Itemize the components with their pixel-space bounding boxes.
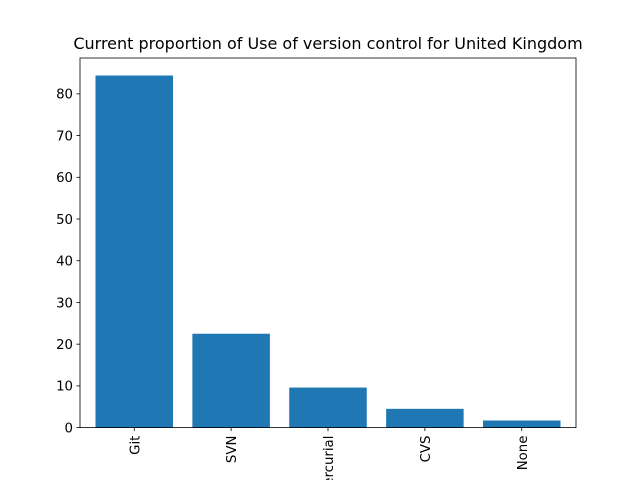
y-tick-label: 40 [56, 255, 73, 270]
x-axis: Git SVN Mercurial CVS None [128, 427, 531, 480]
x-tick-label: SVN [225, 436, 240, 463]
y-tick-label: 30 [56, 296, 73, 311]
bar-cvs [386, 408, 464, 428]
bar-git [95, 75, 173, 428]
x-tick-label: Git [128, 436, 143, 455]
x-tick-label: Mercurial [322, 436, 337, 480]
x-tick-label: None [516, 436, 531, 471]
bars-group [95, 75, 561, 428]
y-tick-label: 80 [56, 88, 73, 103]
y-axis: 0 10 20 30 40 50 60 70 80 [56, 88, 80, 436]
chart-title: Current proportion of Use of version con… [73, 34, 582, 53]
x-tick-label: CVS [419, 436, 434, 463]
bar-svn [192, 333, 270, 428]
y-tick-label: 0 [65, 421, 73, 436]
y-tick-label: 10 [56, 380, 73, 395]
plot-area-frame [79, 57, 577, 429]
bar-none [483, 420, 561, 428]
y-tick-label: 70 [56, 129, 73, 144]
bar-mercurial [289, 387, 367, 428]
y-tick-label: 50 [56, 213, 73, 228]
y-tick-label: 60 [56, 171, 73, 186]
y-tick-label: 20 [56, 338, 73, 353]
